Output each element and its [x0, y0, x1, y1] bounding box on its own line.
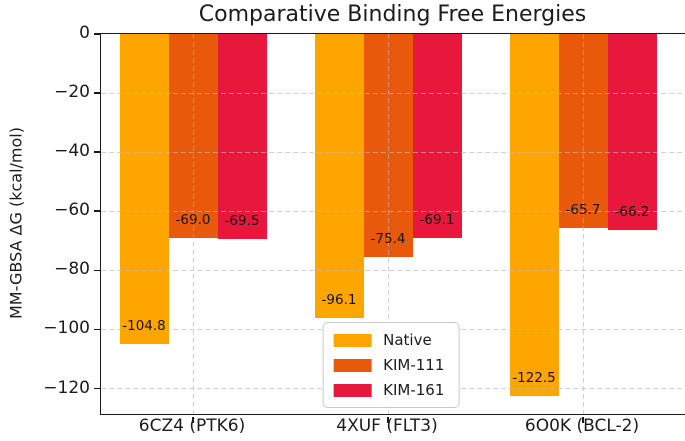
bar-native-2 [314, 34, 364, 318]
legend-swatch-kim-111 [333, 358, 372, 372]
y-tick-label: −120 [43, 377, 90, 398]
bar-value-label: -122.5 [512, 369, 556, 386]
y-tick-mark [94, 328, 100, 331]
y-tick-label: −40 [54, 141, 90, 162]
bar-value-label: -66.2 [614, 203, 650, 220]
bar-value-label: -96.1 [321, 291, 357, 308]
legend: Native KIM-111 KIM-161 [322, 322, 460, 408]
bar-value-label: -69.1 [419, 212, 455, 229]
y-tick-mark [94, 33, 100, 35]
x-tick-mark [582, 416, 584, 423]
x-tick-mark [387, 416, 389, 423]
legend-label: KIM-161 [383, 381, 445, 399]
y-tick-label: 0 [79, 23, 90, 43]
bar-kim-161-3 [607, 34, 657, 230]
y-tick-label: −60 [54, 200, 90, 221]
legend-label: Native [383, 331, 432, 349]
y-tick-mark [94, 151, 100, 153]
bar-kim-111-1 [168, 34, 218, 238]
y-tick-mark [94, 92, 100, 94]
y-tick-label: −80 [54, 259, 90, 280]
horizontal-gridline [101, 269, 685, 271]
bar-kim-161-1 [217, 34, 267, 240]
bar-value-label: -75.4 [370, 230, 406, 247]
y-tick-mark [94, 210, 100, 213]
y-tick-mark [94, 387, 100, 390]
legend-item-kim-161: KIM-161 [333, 381, 444, 399]
x-tick-label: 4XUF (FLT3) [336, 416, 438, 436]
chart-title: Comparative Binding Free Energies [198, 2, 587, 27]
legend-swatch-kim-161 [333, 383, 372, 397]
y-tick-mark [94, 269, 100, 272]
bar-native-3 [509, 34, 559, 396]
legend-label: KIM-111 [383, 356, 445, 374]
x-tick-label: 6CZ4 (PTK6) [138, 416, 246, 436]
legend-item-kim-111: KIM-111 [333, 356, 444, 374]
x-tick-mark [192, 416, 194, 423]
bar-kim-111-3 [558, 34, 608, 229]
bar-kim-161-2 [412, 34, 462, 239]
y-tick-label: −100 [43, 318, 90, 339]
y-tick-label: −20 [54, 82, 90, 103]
bar-value-label: -104.8 [122, 317, 166, 334]
plot-area: -104.8 -69.0 -69.5 -96.1 -75.4 -69.1 -122.5 -65… [94, 33, 685, 423]
bar-kim-111-2 [363, 34, 413, 257]
legend-swatch-native [333, 333, 372, 347]
x-tick-label: 6O0K (BCL-2) [524, 416, 640, 436]
legend-item-native: Native [333, 331, 444, 349]
bar-native-1 [119, 34, 169, 344]
bar-value-label: -69.5 [224, 213, 260, 230]
